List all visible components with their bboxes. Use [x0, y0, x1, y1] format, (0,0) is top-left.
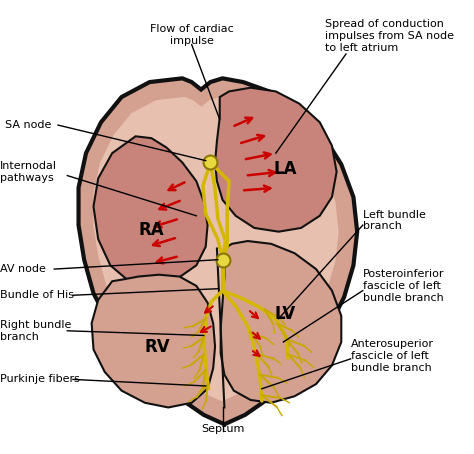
Polygon shape: [79, 79, 357, 424]
Text: Spread of conduction
impulses from SA node
to left atrium: Spread of conduction impulses from SA no…: [325, 20, 455, 53]
Text: LV: LV: [274, 305, 296, 323]
Text: LA: LA: [273, 160, 297, 178]
Text: AV node: AV node: [0, 264, 46, 274]
Polygon shape: [221, 241, 341, 403]
Polygon shape: [91, 275, 215, 407]
Text: Left bundle
branch: Left bundle branch: [363, 210, 426, 231]
Text: RV: RV: [144, 338, 170, 355]
Polygon shape: [93, 136, 208, 286]
Polygon shape: [93, 97, 338, 401]
Text: Internodal
pathways: Internodal pathways: [0, 161, 57, 183]
Text: Septum: Septum: [201, 424, 244, 434]
Text: RA: RA: [139, 221, 164, 239]
Text: Anterosuperior
fascicle of left
bundle branch: Anterosuperior fascicle of left bundle b…: [351, 340, 434, 373]
Text: Right bundle
branch: Right bundle branch: [0, 320, 72, 341]
Text: Purkinje fibers: Purkinje fibers: [0, 375, 80, 385]
Text: Bundle of His: Bundle of His: [0, 290, 74, 300]
Text: SA node: SA node: [5, 120, 51, 130]
Polygon shape: [215, 88, 337, 232]
Text: Flow of cardiac
impulse: Flow of cardiac impulse: [150, 24, 234, 46]
Text: Posteroinferior
fascicle of left
bundle branch: Posteroinferior fascicle of left bundle …: [363, 269, 444, 302]
